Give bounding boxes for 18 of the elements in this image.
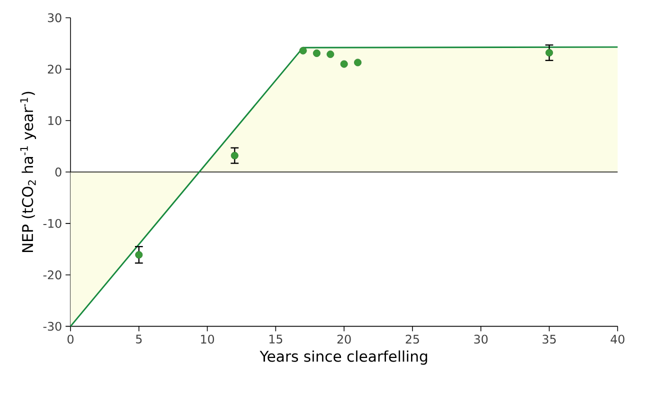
x-tick-label: 10 xyxy=(201,334,214,344)
x-axis-title: Years since clearfelling xyxy=(260,350,428,365)
y-tick-label: -20 xyxy=(43,270,62,280)
y-tick-label: 0 xyxy=(55,167,62,176)
y-tick-label: 20 xyxy=(48,64,62,74)
x-tick-label: 5 xyxy=(136,334,142,344)
x-tick-label: 15 xyxy=(269,334,282,344)
y-tick-label: -30 xyxy=(43,322,62,331)
x-tick-label: 25 xyxy=(406,334,419,344)
x-tick-label: 20 xyxy=(337,334,351,344)
y-tick-label: 10 xyxy=(48,116,62,125)
y-tick-label: 30 xyxy=(48,13,62,22)
x-tick-label: 0 xyxy=(68,334,74,344)
x-tick-label: 35 xyxy=(542,334,556,344)
x-tick-label: 30 xyxy=(474,334,488,344)
y-tick-label: -10 xyxy=(43,218,62,228)
y-axis-title: NEP (tCO$_{2}$ ha$^{-1}$ year$^{-1}$) xyxy=(20,92,36,252)
x-tick-label: 40 xyxy=(610,334,624,344)
